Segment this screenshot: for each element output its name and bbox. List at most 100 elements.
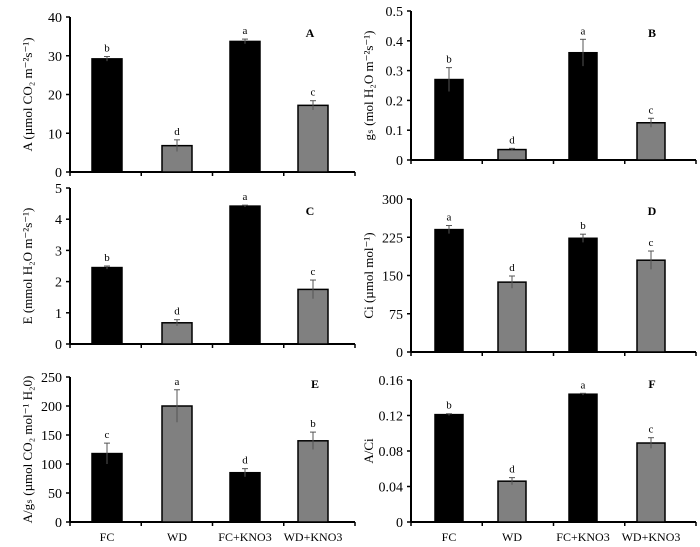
bar-wd-kno3 [297,440,329,523]
panel-c: 0 1 2 3 4 5 E (mmol H₂O m⁻²s⁻¹) Cb d a c [20,182,356,353]
significance-letter: a [243,191,248,203]
y-axis-label: A (µmol CO₂ m⁻²s⁻¹) [20,37,35,151]
y-tick-label: 0 [396,154,403,169]
y-tick-label: 50 [48,487,62,502]
panel-label: C [306,204,315,218]
significance-letter: b [104,252,110,264]
bar-fc-kno3 [568,237,598,353]
panel-label: D [648,204,657,218]
bar-wd [161,322,193,345]
y-axis-label: Ci (µmol mol⁻¹) [361,232,376,318]
significance-letter: d [174,126,180,138]
y-tick-label: 0.12 [379,410,404,425]
significance-letter: a [175,376,180,388]
significance-letter: b [446,54,452,66]
significance-letter: b [310,418,316,430]
bar-fc [434,78,464,161]
x-tick-label: FC [100,530,115,544]
y-tick-label: 0.3 [386,65,404,80]
significance-letter: a [581,379,586,391]
significance-letter: c [311,266,316,278]
panel-label: E [311,377,319,391]
bar-fc-kno3 [568,393,598,523]
y-tick-label: 225 [382,231,403,246]
significance-letter: a [447,212,452,224]
bar-wd-kno3 [636,259,666,353]
significance-letter: c [649,104,654,116]
bar-wd-kno3 [297,104,329,173]
bar-wd [497,148,527,161]
significance-letter: c [649,424,654,436]
bar-fc-kno3 [229,40,261,173]
y-tick-label: 150 [41,429,62,444]
y-tick-label: 5 [55,182,62,197]
y-tick-label: 0 [55,516,62,531]
y-tick-label: 40 [48,11,62,26]
y-tick-label: 150 [382,270,403,285]
bar-wd-kno3 [636,442,666,523]
x-tick-label: FC [442,530,457,544]
panel-label: A [306,26,315,40]
panel-b: 0 0.1 0.2 0.3 0.4 0.5 gₛ (mol H₂O m⁻²s⁻¹) Bb d a c [361,5,697,169]
y-axis-label: E (mmol H₂O m⁻²s⁻¹) [20,208,35,325]
x-tick-label: FC+KNO3 [556,530,609,544]
significance-letter: d [509,134,515,146]
y-tick-label: 0.08 [379,445,404,460]
panel-label: B [648,26,656,40]
y-tick-label: 30 [48,50,62,65]
y-axis-label: A/gₛ (µmol CO₂ mol⁻¹ H₂0) [20,376,35,524]
significance-letter: a [243,25,248,37]
y-tick-label: 1 [55,307,62,322]
y-tick-label: 20 [48,89,62,104]
x-tick-label: WD+KNO3 [622,530,681,544]
y-tick-label: 0.16 [379,374,404,389]
y-tick-label: 200 [41,400,62,415]
significance-letter: c [649,237,654,249]
x-tick-label: WD+KNO3 [284,530,343,544]
significance-letter: d [509,262,515,274]
panel-e: 0 50 100 150 200 250 A/gₛ (µmol CO₂ mol⁻¹ H₂0)… [20,371,356,544]
x-tick-label: FC+KNO3 [218,530,271,544]
panel-a: 0 10 20 30 40 A (µmol CO₂ m⁻²s⁻¹) Ab d a c [20,11,356,181]
bar-fc-kno3 [229,205,261,345]
y-tick-label: 100 [41,458,62,473]
y-tick-label: 0 [55,338,62,353]
significance-letter: a [581,25,586,37]
x-tick-label: WD [167,530,187,544]
y-tick-label: 2 [55,276,62,291]
bar-wd [497,480,527,523]
y-tick-label: 0 [55,166,62,181]
y-tick-label: 0.5 [386,5,404,20]
y-tick-label: 75 [389,308,403,323]
y-tick-label: 0.4 [386,35,404,50]
y-tick-label: 4 [55,213,62,228]
bar-fc [91,266,123,345]
significance-letter: b [104,43,110,55]
bar-fc [434,228,464,353]
significance-letter: b [580,220,586,232]
significance-letter: b [446,400,452,412]
bar-wd [161,144,193,173]
bar-wd-kno3 [636,122,666,161]
y-tick-label: 3 [55,244,62,259]
panel-d: 0 75 150 225 300 Ci (µmol mol⁻¹) Da d b c [361,193,697,361]
y-tick-label: 0.1 [386,124,404,139]
x-tick-label: WD [502,530,522,544]
bar-wd [497,281,527,353]
y-tick-label: 0 [396,346,403,361]
bar-fc-kno3 [568,51,598,161]
significance-letter: d [174,306,180,318]
bar-fc [91,452,123,523]
y-tick-label: 0.04 [379,481,404,496]
bar-wd [161,405,193,523]
significance-letter: d [509,464,515,476]
y-tick-label: 0 [396,516,403,531]
significance-letter: c [105,429,110,441]
y-axis-label: gₛ (mol H₂O m⁻²s⁻¹) [361,31,376,141]
panel-f: 0 0.04 0.08 0.12 0.16 A/Ci Fb FC d WD a FC+KNO3 c WD+… [361,374,697,544]
panel-label: F [648,377,655,391]
significance-letter: d [242,455,248,467]
bar-fc [434,413,464,523]
y-tick-label: 0.2 [386,94,404,109]
